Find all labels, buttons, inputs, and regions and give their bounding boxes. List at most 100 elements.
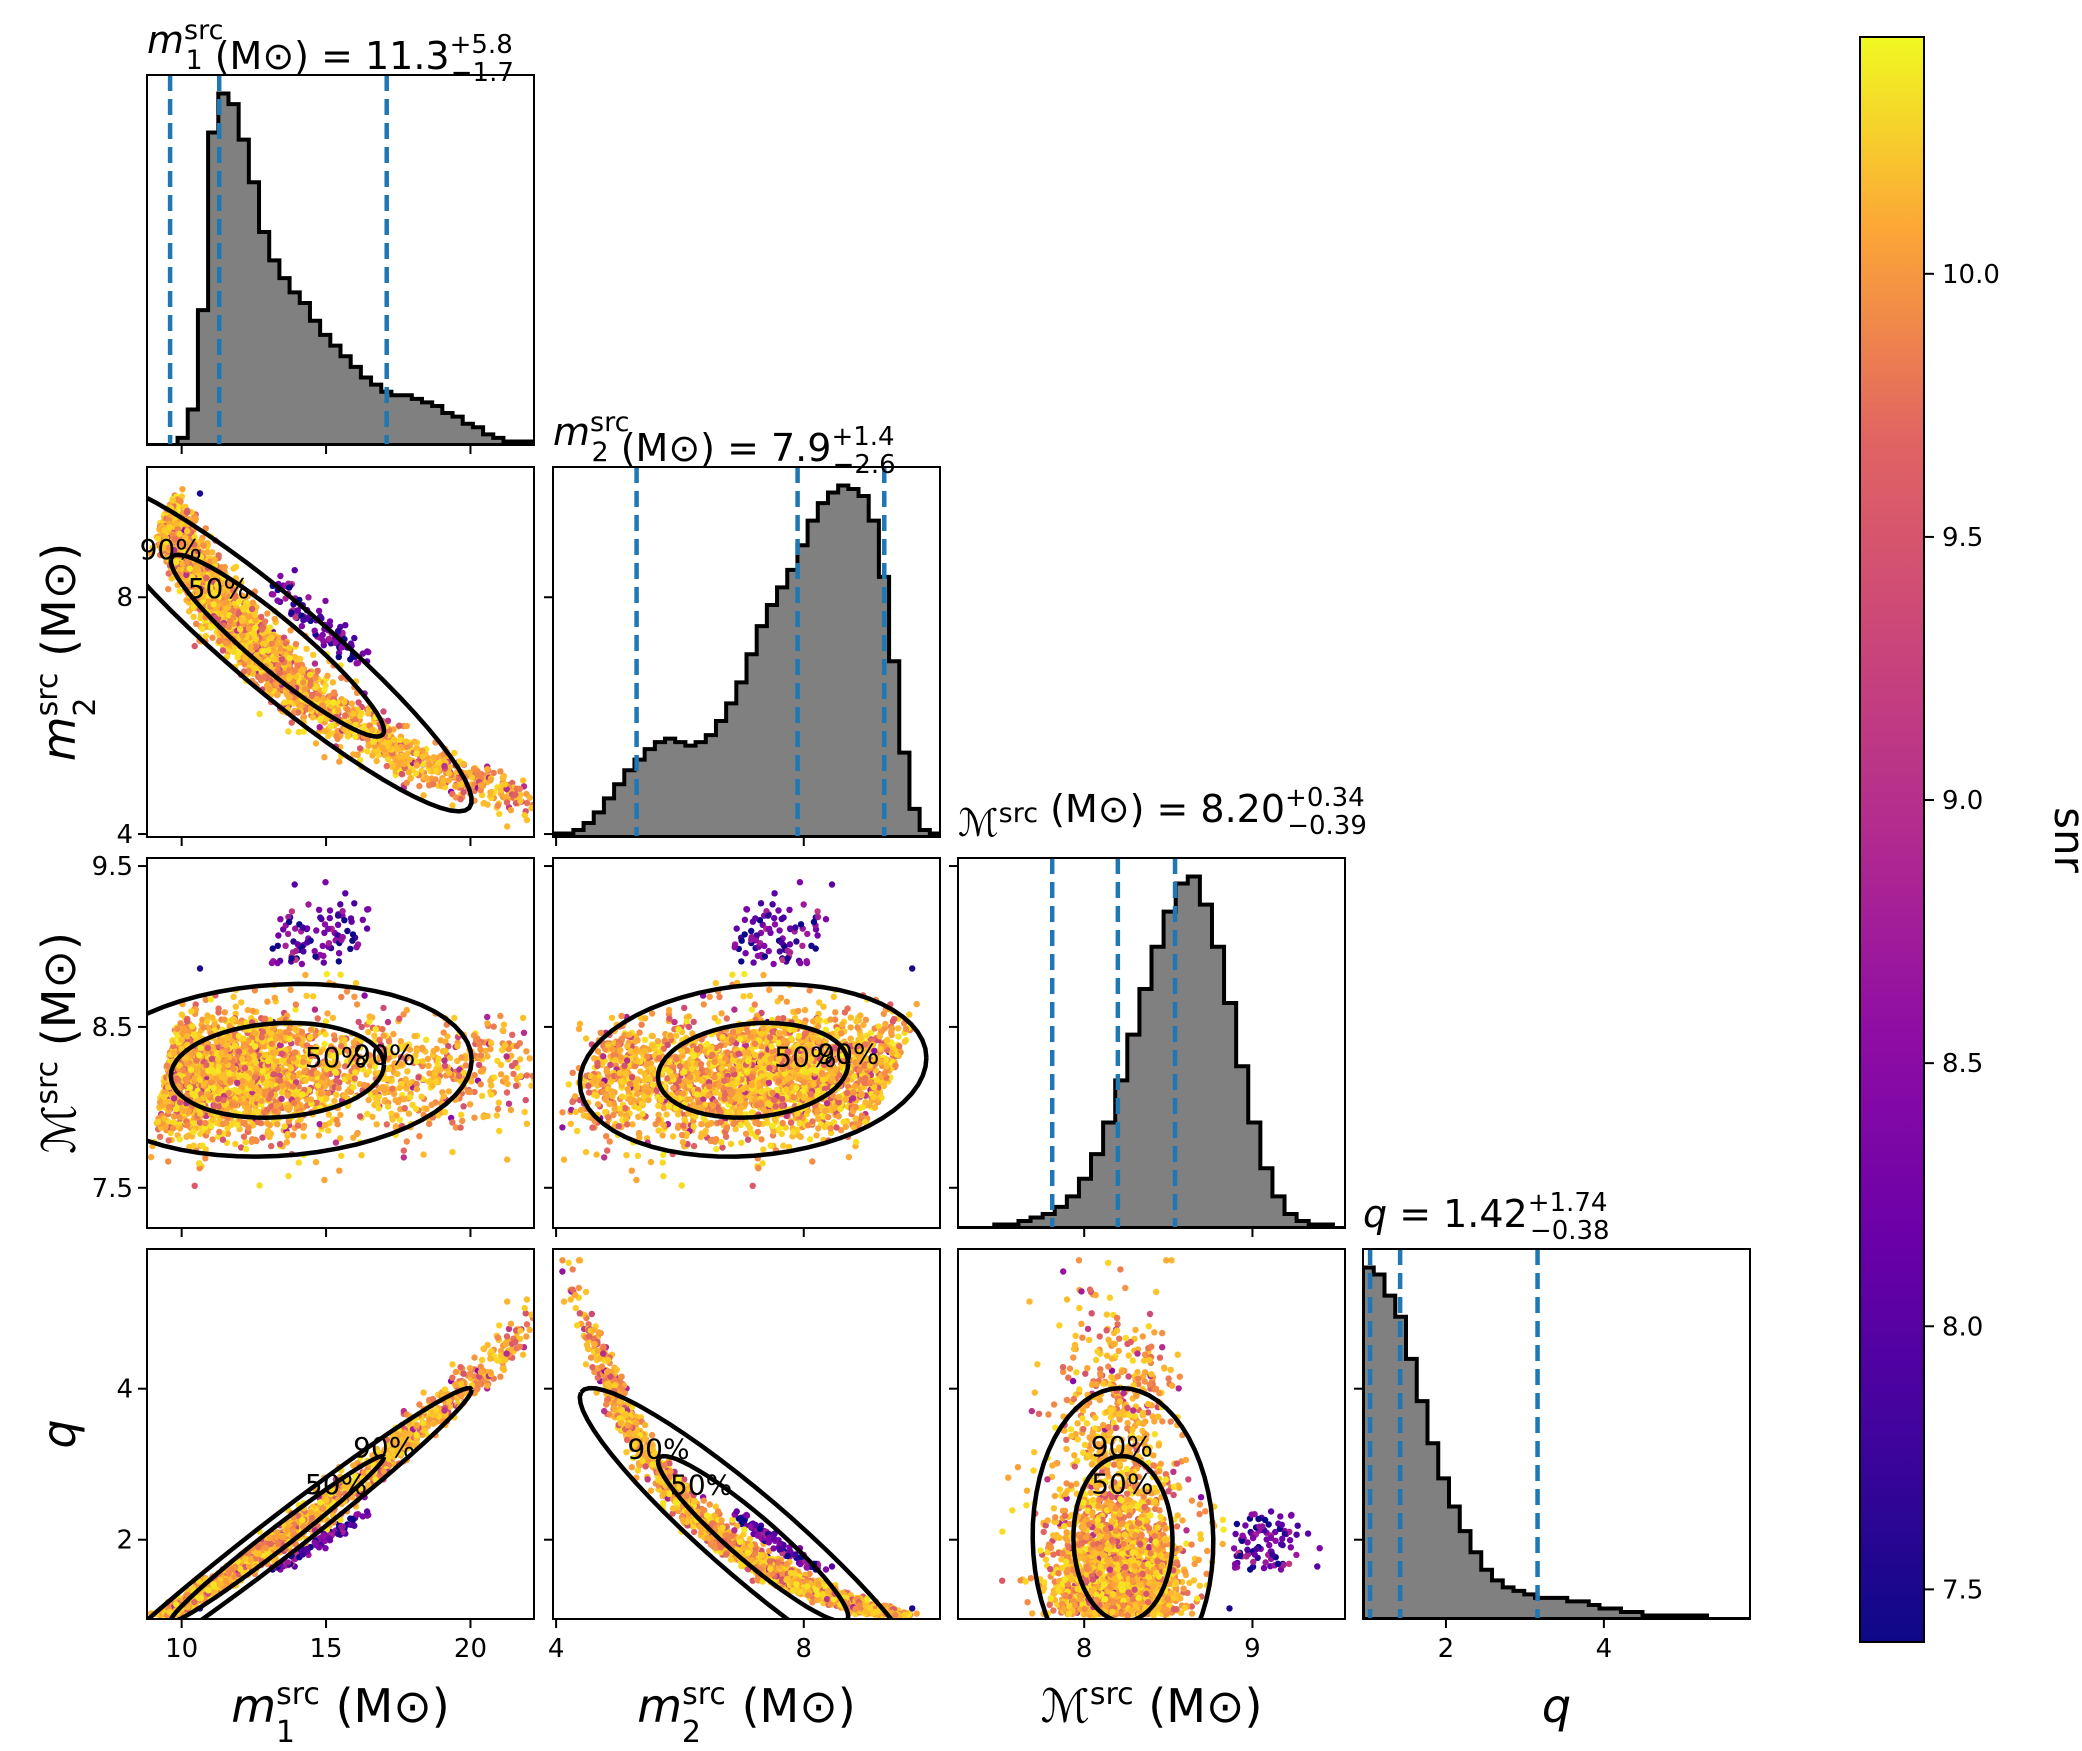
scatter-point [396, 1084, 403, 1092]
scatter-point [271, 656, 278, 663]
scatter-point [261, 1109, 268, 1116]
scatter-point [366, 1013, 373, 1020]
scatter-point [512, 791, 519, 798]
scatter-point [396, 722, 403, 729]
scatter-point [298, 622, 306, 630]
scatter-point [259, 1134, 266, 1141]
scatter-point [270, 1071, 277, 1078]
scatter-point [250, 631, 258, 638]
scatter-point [562, 809, 568, 815]
scatter-point [429, 781, 437, 788]
scatter-point [324, 1010, 331, 1017]
scatter-point [344, 706, 351, 713]
scatter-point [293, 947, 300, 954]
scatter-point [290, 1099, 298, 1107]
scatter-point [273, 680, 280, 688]
scatter-point [460, 789, 467, 796]
scatter-point [232, 1003, 239, 1010]
scatter-point [324, 672, 331, 679]
scatter-point [351, 900, 358, 907]
scatter-point [292, 640, 300, 648]
scatter-point [330, 689, 338, 696]
scatter-point [451, 1014, 458, 1022]
scatter-point [245, 613, 252, 620]
scatter-point [230, 1016, 237, 1023]
scatter-point [165, 585, 172, 593]
scatter-point [390, 1090, 398, 1098]
scatter-point [384, 1018, 392, 1026]
scatter-point [412, 770, 420, 777]
scatter-point [507, 1106, 515, 1114]
scatter-point [189, 574, 196, 581]
scatter-point [210, 601, 217, 608]
scatter-point [297, 1116, 304, 1123]
scatter-point [249, 1007, 256, 1015]
scatter-point [191, 566, 199, 574]
scatter-point [333, 1116, 340, 1124]
scatter-point [400, 1154, 407, 1161]
scatter-point [403, 1053, 411, 1060]
scatter-point [478, 1092, 486, 1100]
scatter-point [209, 570, 216, 578]
scatter-point [333, 1077, 340, 1084]
scatter-point [336, 1167, 343, 1174]
scatter-point [496, 810, 503, 818]
scatter-point [418, 1093, 425, 1100]
scatter-point [288, 719, 295, 726]
scatter-point [497, 1061, 505, 1069]
scatter-point [193, 1057, 200, 1064]
scatter-point [420, 792, 427, 799]
scatter-point [502, 1041, 509, 1049]
scatter-point [413, 746, 420, 753]
scatter-point [352, 721, 359, 729]
scatter-point [221, 563, 228, 571]
scatter-point [403, 779, 410, 786]
scatter-point [283, 1139, 291, 1146]
scatter-point [313, 696, 321, 703]
scatter-point [333, 732, 340, 740]
scatter-point [477, 787, 484, 794]
scatter-point [503, 1053, 510, 1060]
scatter-point [274, 691, 281, 699]
scatter-point [449, 802, 456, 809]
scatter-point [385, 1049, 392, 1056]
scatter-point [292, 1006, 299, 1013]
scatter-point [317, 716, 324, 723]
scatter-point [502, 794, 509, 801]
scatter-point [373, 757, 380, 765]
scatter-point [300, 714, 307, 721]
scatter-point [256, 710, 263, 718]
scatter-point [292, 614, 299, 621]
scatter-point [546, 809, 552, 815]
scatter-point [294, 1122, 302, 1129]
scatter-point [269, 1025, 277, 1032]
scatter-point [355, 1018, 362, 1026]
scatter-point [361, 1081, 368, 1089]
scatter-point [565, 825, 571, 831]
scatter-point [497, 787, 505, 794]
scatter-point [234, 1121, 241, 1129]
scatter-point [274, 597, 281, 604]
scatter-point [338, 993, 345, 1001]
scatter-point [347, 945, 354, 953]
scatter-point [195, 588, 202, 596]
scatter-point [284, 1130, 291, 1138]
scatter-point [495, 1099, 502, 1106]
scatter-point [401, 1105, 408, 1112]
scatter-point [477, 1052, 485, 1059]
scatter-point [239, 617, 246, 625]
scatter-point [315, 607, 323, 615]
scatter-point [388, 1110, 395, 1117]
scatter-point [223, 640, 230, 647]
scatter-point [353, 944, 360, 951]
scatter-point [319, 1060, 327, 1068]
scatter-point [190, 1142, 197, 1149]
scatter-point [287, 986, 294, 993]
scatter-point [176, 1136, 183, 1143]
scatter-point [230, 648, 237, 656]
scatter-point [365, 742, 372, 749]
scatter-point [165, 1118, 172, 1126]
scatter-point [484, 1020, 491, 1027]
scatter-point [276, 1140, 284, 1148]
